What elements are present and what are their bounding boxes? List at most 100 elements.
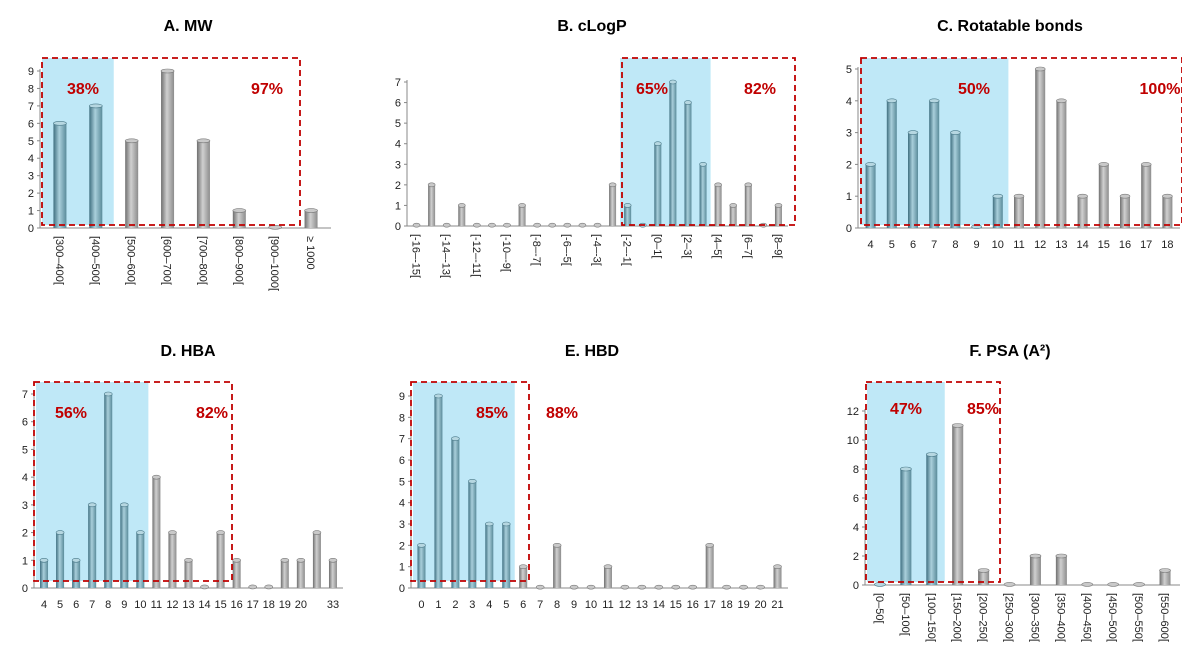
bar: [722, 584, 731, 590]
bar-body: [428, 184, 436, 226]
bar-cap: [168, 530, 177, 535]
bar: [548, 222, 557, 228]
bar: [533, 222, 541, 228]
bar-cap: [1003, 582, 1016, 587]
x-tick-label: 4: [41, 599, 47, 611]
y-tick-label: 2: [399, 540, 405, 552]
bar: [268, 225, 282, 230]
x-tick-label: 10: [585, 599, 597, 611]
bar: [669, 79, 677, 226]
y-tick-label: 4: [395, 139, 401, 151]
bar-body: [152, 477, 161, 588]
bar: [925, 452, 938, 585]
bar-cap: [1013, 193, 1025, 199]
bar-cap: [950, 130, 961, 135]
bar-body: [1014, 196, 1024, 228]
y-tick-label: 8: [28, 83, 34, 95]
bar-body: [699, 164, 707, 226]
bar-cap: [1077, 193, 1088, 199]
bar-body: [161, 71, 175, 228]
y-tick-label: 7: [399, 434, 405, 446]
bar-cap: [773, 564, 782, 569]
x-tick-label: 8: [105, 599, 111, 611]
x-tick-label: [800–900[: [232, 236, 244, 285]
bar-body: [216, 532, 225, 588]
y-tick-label: 3: [399, 519, 405, 531]
x-tick-label: 11: [602, 599, 613, 611]
bar: [773, 564, 782, 588]
y-tick-label: 8: [853, 464, 859, 476]
bar-cap: [1034, 66, 1046, 72]
x-tick-label: 14: [1076, 239, 1088, 251]
bar-cap: [1081, 582, 1094, 587]
percent-annotation: 85%: [476, 405, 508, 422]
y-tick-label: 8: [399, 412, 405, 424]
x-tick-label: 15: [1098, 239, 1110, 251]
y-tick-label: 6: [22, 417, 28, 429]
bar: [950, 130, 961, 228]
bar: [152, 474, 161, 588]
x-tick-label: [100–150[: [925, 593, 937, 642]
x-tick-label: 12: [619, 599, 631, 611]
bar-body: [304, 210, 318, 228]
bar-body: [56, 532, 65, 588]
bar: [1159, 568, 1171, 585]
y-tick-label: 2: [846, 159, 852, 171]
dashed-range-box: [410, 381, 530, 582]
bar: [518, 203, 526, 226]
bar-cap: [977, 568, 990, 573]
chart-title: C. Rotatable bonds: [937, 18, 1083, 35]
x-tick-label: 13: [1055, 239, 1067, 251]
x-tick-label: [-16–-15[: [410, 234, 422, 278]
x-tick-label: 15: [214, 599, 226, 611]
bar-body: [125, 140, 139, 228]
x-tick-label: [-6–-5[: [560, 234, 572, 266]
bar-cap: [1098, 162, 1110, 167]
bar-cap: [1140, 162, 1152, 167]
x-tick-label: 17: [247, 599, 259, 611]
x-tick-label: [-2–-1[: [621, 234, 633, 266]
bar: [328, 557, 338, 588]
bar-body: [502, 524, 511, 588]
x-tick-label: [600–700[: [161, 236, 173, 285]
bar-cap: [951, 423, 964, 428]
bar-body: [669, 82, 677, 226]
bar: [654, 584, 664, 590]
chart-title: A. MW: [164, 18, 214, 35]
bar: [1029, 553, 1042, 585]
bar: [312, 530, 322, 588]
x-tick-label: [300–350[: [1028, 593, 1040, 642]
x-tick-label: 10: [134, 599, 146, 611]
x-tick-label: 1: [435, 599, 441, 611]
bar-body: [451, 438, 460, 588]
y-tick-label: 6: [395, 98, 401, 110]
percent-annotation: 88%: [546, 405, 578, 422]
bar-cap: [1056, 98, 1067, 104]
x-tick-label: 18: [263, 599, 275, 611]
bar: [119, 502, 129, 588]
x-tick-label: [50–100[: [899, 593, 911, 636]
bar-cap: [124, 138, 139, 144]
y-tick-label: 7: [28, 101, 34, 113]
percent-annotation: 50%: [958, 81, 990, 98]
bar-body: [1056, 100, 1067, 228]
bar-body: [1159, 570, 1171, 585]
bar: [586, 584, 596, 590]
bar-body: [1029, 556, 1041, 585]
bar-cap: [654, 141, 662, 147]
x-tick-label: [550–600[: [1158, 593, 1170, 642]
bar-body: [774, 205, 782, 226]
chart-title: D. HBA: [160, 343, 216, 360]
bar: [503, 222, 511, 228]
y-tick-label: 6: [853, 493, 859, 505]
x-tick-label: [-10–-9[: [500, 234, 512, 272]
x-tick-label: 2: [452, 599, 458, 611]
y-tick-label: 3: [395, 159, 401, 171]
chart-title: F. PSA (A²): [969, 343, 1050, 360]
x-tick-label: [-8–-7[: [530, 234, 542, 266]
bar-body: [705, 545, 714, 588]
x-tick-label: 5: [889, 239, 895, 251]
bar: [501, 521, 511, 588]
x-tick-label: 11: [1013, 239, 1024, 251]
bar-cap: [865, 162, 876, 167]
